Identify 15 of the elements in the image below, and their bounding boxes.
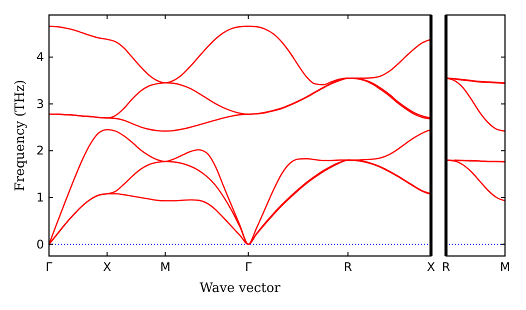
x-tick-label: X — [426, 260, 436, 274]
y-tick-label: 1 — [36, 190, 44, 205]
x-axis-title: Wave vector — [200, 281, 282, 296]
x-tick-label: Γ — [46, 260, 53, 274]
x-tick-label: R — [442, 260, 450, 274]
x-tick-label: Γ — [244, 260, 252, 274]
y-tick-label: 2 — [36, 144, 44, 158]
x-tick-label: M — [160, 260, 170, 274]
x-tick-label: X — [103, 260, 112, 274]
y-axis-title: Frequency (THz) — [13, 80, 28, 192]
y-tick-label: 3 — [36, 96, 44, 111]
x-tick-label: M — [500, 260, 510, 274]
x-tick-label: R — [344, 260, 352, 274]
y-tick-label: 4 — [36, 50, 44, 64]
y-tick-label: 0 — [36, 237, 44, 252]
